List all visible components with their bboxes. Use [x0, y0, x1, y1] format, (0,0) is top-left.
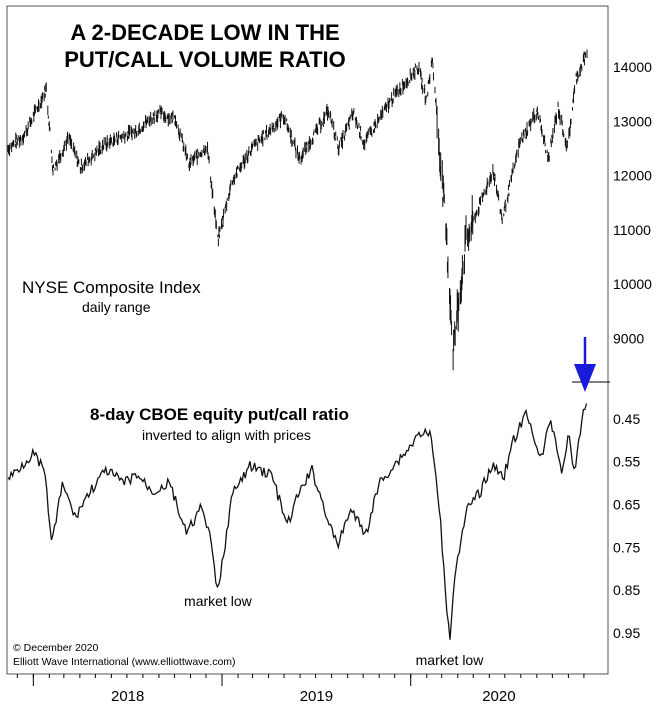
nyse-y-tick-9000: 9000 — [613, 330, 644, 346]
copyright-note: © December 2020 — [13, 642, 99, 654]
x-label-2020: 2020 — [482, 688, 515, 705]
market-low-label-2018: market low — [184, 593, 253, 609]
x-axis — [16, 674, 585, 686]
putcall-panel-label: 8-day CBOE equity put/call ratio — [90, 405, 349, 424]
nyse-y-tick-10000: 10000 — [613, 276, 652, 292]
putcall-panel-sublabel: inverted to align with prices — [142, 427, 311, 443]
chart-title-line-2: PUT/CALL VOLUME RATIO — [64, 47, 346, 72]
pc-y-tick-0.55: 0.55 — [613, 454, 640, 470]
nyse-y-axis: 14000 13000 12000 11000 10000 9000 — [613, 59, 652, 346]
pc-y-tick-0.45: 0.45 — [613, 411, 640, 427]
nyse-panel-label: NYSE Composite Index — [22, 278, 201, 297]
nyse-y-tick-14000: 14000 — [613, 59, 652, 75]
nyse-y-tick-11000: 11000 — [613, 222, 651, 238]
source-note: Elliott Wave International (www.elliottw… — [13, 656, 236, 668]
chart-title-line-1: A 2-DECADE LOW IN THE — [70, 20, 339, 45]
pc-y-tick-0.95: 0.95 — [613, 625, 640, 641]
pc-y-tick-0.85: 0.85 — [613, 582, 640, 598]
x-label-2019: 2019 — [300, 688, 333, 705]
nyse-y-tick-12000: 12000 — [613, 168, 652, 184]
nyse-panel-sublabel: daily range — [82, 299, 151, 315]
down-arrow-icon — [574, 337, 596, 392]
putcall-y-axis: 0.45 0.55 0.65 0.75 0.85 0.95 — [613, 411, 640, 641]
pc-y-tick-0.75: 0.75 — [613, 539, 640, 555]
market-low-label-2020: market low — [416, 652, 485, 668]
pc-y-tick-0.65: 0.65 — [613, 497, 640, 513]
x-label-2018: 2018 — [111, 688, 144, 705]
putcall-series-line — [7, 403, 588, 640]
plot-frame — [6, 5, 609, 675]
nyse-y-tick-13000: 13000 — [613, 113, 652, 129]
nyse-range-bars — [7, 49, 588, 371]
